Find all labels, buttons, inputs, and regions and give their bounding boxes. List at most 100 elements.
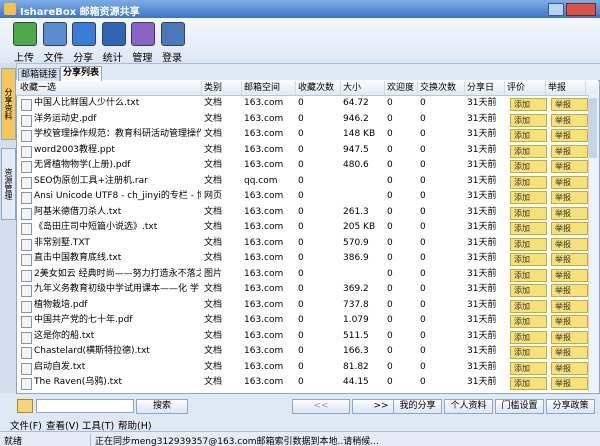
add-button[interactable]: 添加 — [510, 206, 547, 220]
add-button[interactable]: 添加 — [510, 222, 547, 235]
file-name[interactable]: 启动自发.txt — [34, 361, 86, 372]
add-button[interactable]: 添加 — [510, 191, 547, 204]
close-button[interactable] — [566, 3, 596, 16]
toolbar-icon[interactable] — [101, 22, 126, 46]
add-button[interactable]: 添加 — [510, 175, 547, 189]
file-name[interactable]: 这是你的船.txt — [34, 330, 95, 341]
report-button[interactable]: 举报 — [551, 253, 588, 266]
menu-item[interactable]: 帮助(H) — [118, 421, 152, 432]
toolbar-label[interactable]: 统计 — [102, 53, 123, 64]
add-button[interactable]: 添加 — [510, 160, 547, 173]
search-input[interactable] — [36, 399, 134, 413]
menu-item[interactable]: 查看(V) — [46, 421, 79, 432]
report-button[interactable]: 举报 — [551, 144, 588, 158]
report-button[interactable]: 举报 — [551, 346, 588, 359]
menu-item[interactable]: 工具(T) — [82, 421, 115, 432]
report-button[interactable]: 举报 — [551, 361, 588, 375]
file-name[interactable]: 非常别墅.TXT — [34, 237, 90, 248]
add-button[interactable]: 添加 — [510, 377, 547, 390]
file-name[interactable]: 洋务运动史.pdf — [34, 113, 97, 124]
column-header[interactable]: 邮箱空间 — [244, 81, 296, 95]
file-name[interactable]: SEO伪原创工具+注册机.rar — [34, 175, 148, 186]
column-header[interactable]: 交换次数 — [420, 81, 465, 95]
file-name[interactable]: 阿基米德借刀杀人.txt — [34, 206, 122, 217]
file-name[interactable]: 2美女如云 经典时尚——努力打造永不落之... — [34, 268, 201, 279]
add-button[interactable]: 添加 — [510, 237, 547, 251]
file-name[interactable]: 无肾植物物学(上册).pdf — [34, 160, 131, 170]
column-header[interactable]: 分享日 — [467, 81, 505, 95]
report-button[interactable]: 举报 — [551, 330, 588, 344]
side-tab[interactable]: 分享资料 — [1, 68, 16, 140]
file-name[interactable]: 学校管理操作规范：教育科研活动管理操作... — [34, 129, 201, 139]
bottom-button[interactable]: 个人资料 — [444, 399, 493, 414]
report-button[interactable]: 举报 — [551, 268, 588, 282]
row-icon — [21, 316, 32, 328]
add-button[interactable]: 添加 — [510, 330, 547, 344]
add-button[interactable]: 添加 — [510, 113, 547, 127]
file-name[interactable]: 《岛田庄司中短篇小说选》.txt — [34, 222, 158, 232]
minimize-button[interactable] — [548, 3, 564, 16]
report-button[interactable]: 举报 — [551, 284, 588, 297]
column-header[interactable]: 类别 — [204, 81, 242, 95]
file-name[interactable]: word2003教程.ppt — [34, 144, 115, 155]
column-header[interactable]: 评价 — [507, 81, 546, 95]
report-button[interactable]: 举报 — [551, 206, 588, 220]
toolbar-icon[interactable] — [13, 22, 37, 46]
toolbar-icon[interactable] — [161, 22, 185, 46]
bottom-button[interactable]: 门槛设置 — [495, 399, 544, 414]
report-button[interactable]: 举报 — [551, 129, 588, 142]
toolbar-label[interactable]: 上传 — [14, 53, 34, 64]
file-name[interactable]: 中国人比鲜国人少什么.txt — [34, 98, 140, 108]
column-header[interactable]: 收藏次数 — [298, 81, 341, 95]
file-name[interactable]: 植物栽培.pdf — [34, 299, 88, 310]
report-button[interactable]: 举报 — [551, 160, 588, 173]
side-tab[interactable]: 资源管理 — [1, 148, 16, 220]
file-name[interactable]: 中国共产党的七十年.pdf — [34, 315, 133, 325]
add-button[interactable]: 添加 — [510, 268, 547, 282]
add-button[interactable]: 添加 — [510, 346, 547, 359]
column-header[interactable]: 大小 — [343, 81, 385, 95]
toolbar-icon[interactable] — [42, 22, 67, 46]
column-header[interactable]: 举报 — [548, 81, 586, 95]
file-name[interactable]: Ansi Unicode UTF8 - ch_jinyi的专栏 - 博... — [34, 191, 201, 201]
report-button[interactable]: 举报 — [551, 299, 588, 313]
scrollbar[interactable] — [588, 95, 599, 392]
nav-button[interactable]: << — [292, 399, 350, 414]
file-name[interactable]: 直击中国教育底线.txt — [34, 253, 122, 263]
report-button[interactable]: 举报 — [551, 237, 588, 251]
column-header[interactable]: 收藏一选 — [20, 81, 202, 95]
add-button[interactable]: 添加 — [510, 299, 547, 313]
toolbar-icon[interactable] — [72, 22, 97, 46]
column-header[interactable]: 欢迎度 — [387, 81, 418, 95]
toolbar-label[interactable]: 分享 — [73, 53, 94, 64]
tab[interactable]: 分享列表 — [60, 66, 102, 81]
report-button[interactable]: 举报 — [551, 377, 588, 390]
report-button[interactable]: 举报 — [551, 175, 588, 189]
add-button[interactable]: 添加 — [510, 144, 547, 158]
menu-item[interactable]: 文件(F) — [10, 421, 42, 432]
add-button[interactable]: 添加 — [510, 253, 547, 266]
toolbar-icon[interactable] — [131, 22, 156, 46]
scroll-thumb[interactable] — [589, 98, 597, 158]
add-button[interactable]: 添加 — [510, 129, 547, 142]
toolbar-label[interactable]: 管理 — [132, 53, 153, 64]
cell: 0 — [420, 268, 426, 279]
add-button[interactable]: 添加 — [510, 98, 547, 111]
report-button[interactable]: 举报 — [551, 222, 588, 235]
file-name[interactable]: Chastelard(横斯特拉德).txt — [34, 346, 150, 356]
report-button[interactable]: 举报 — [551, 113, 588, 127]
add-button[interactable]: 添加 — [510, 315, 547, 328]
file-name[interactable]: The Raven(乌鸦).txt — [34, 377, 123, 387]
search-button[interactable]: 搜索 — [136, 399, 188, 414]
file-name[interactable]: 九年义务教育初级中学试用课本——化 学 ... — [34, 284, 201, 294]
bottom-button[interactable]: 分享政策 — [546, 399, 595, 414]
toolbar-label[interactable]: 文件 — [43, 53, 64, 64]
add-button[interactable]: 添加 — [510, 284, 547, 297]
toolbar-label[interactable]: 登录 — [162, 53, 182, 64]
add-button[interactable]: 添加 — [510, 361, 547, 375]
bottom-button[interactable]: 我的分享 — [393, 399, 442, 414]
report-button[interactable]: 举报 — [551, 315, 588, 328]
tab[interactable]: 邮箱链接 — [18, 68, 60, 81]
report-button[interactable]: 举报 — [551, 98, 588, 111]
report-button[interactable]: 举报 — [551, 191, 588, 204]
